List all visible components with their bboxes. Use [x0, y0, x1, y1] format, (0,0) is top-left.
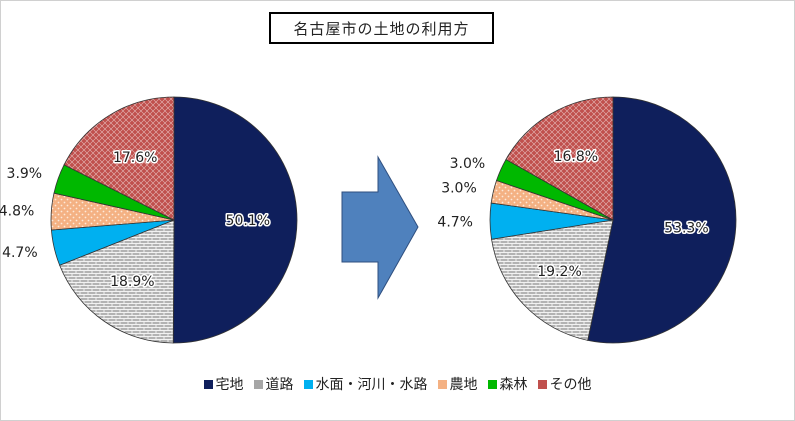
pie-chart-after: 53.3% 19.2% 4.7% 3.0% 3.0% 16.8% — [437, 96, 737, 344]
legend-label: 水面・河川・水路 — [315, 377, 428, 393]
legend-item-water: 水面・河川・水路 — [303, 374, 428, 394]
data-label-residential: 53.3% — [664, 221, 708, 237]
arrow-right — [341, 155, 419, 300]
legend-swatch-water — [303, 379, 313, 389]
pie-slice-road — [59, 219, 175, 344]
legend-item-farmland: 農地 — [437, 374, 478, 394]
data-label-farmland: 4.8% — [0, 203, 34, 219]
data-label-forest: 3.9% — [7, 166, 43, 182]
legend-label: 農地 — [449, 377, 478, 393]
legend-label: その他 — [549, 377, 592, 393]
legend-item-road: 道路 — [253, 374, 294, 394]
data-label-water: 4.7% — [437, 214, 473, 230]
data-label-road: 18.9% — [110, 274, 154, 290]
pie-chart-before: 50.1% 18.9% 4.7% 4.8% 3.9% 17.6% — [0, 96, 298, 344]
pie-slice-road — [491, 219, 614, 341]
legend-swatch-road — [253, 379, 263, 389]
legend-item-forest: 森林 — [487, 374, 528, 394]
data-label-farmland: 3.0% — [441, 181, 477, 197]
data-label-other: 16.8% — [554, 149, 598, 165]
data-label-forest: 3.0% — [450, 156, 486, 172]
pie-slice-residential — [172, 96, 298, 344]
legend: 宅地 道路 水面・河川・水路 農地 森林 その他 — [0, 374, 795, 394]
data-label-road: 19.2% — [537, 264, 581, 280]
legend-label: 道路 — [265, 377, 294, 393]
legend-label: 宅地 — [215, 377, 244, 393]
chart-title: 名古屋市の土地の利用方 — [269, 12, 494, 44]
data-label-other: 17.6% — [113, 150, 157, 166]
legend-swatch-other — [537, 379, 547, 389]
legend-item-residential: 宅地 — [203, 374, 244, 394]
legend-swatch-forest — [487, 379, 497, 389]
legend-swatch-residential — [203, 379, 213, 389]
legend-swatch-farmland — [437, 379, 447, 389]
legend-label: 森林 — [499, 377, 528, 393]
pie-slice-residential — [587, 96, 737, 344]
data-label-water: 4.7% — [2, 245, 38, 261]
pie-slice-other — [505, 96, 614, 221]
data-label-residential: 50.1% — [226, 213, 270, 229]
legend-item-other: その他 — [537, 374, 592, 394]
pie-slice-other — [63, 96, 175, 221]
